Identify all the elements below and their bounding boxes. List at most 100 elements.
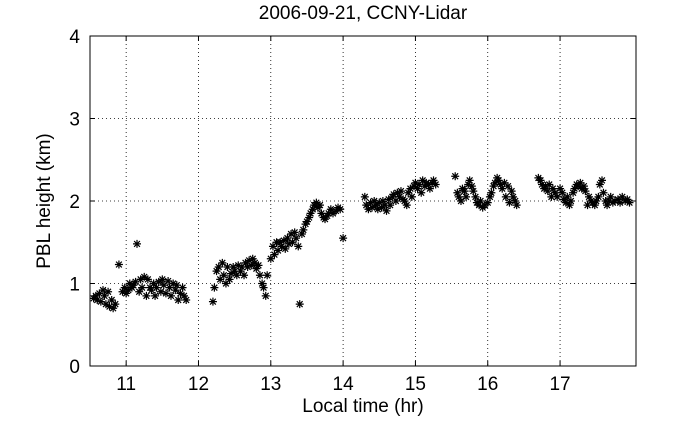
data-point <box>605 197 614 205</box>
data-point <box>294 242 303 251</box>
data-point <box>326 205 335 214</box>
data-point <box>229 263 238 271</box>
data-point <box>377 203 386 212</box>
data-point <box>169 279 178 288</box>
data-point <box>158 275 167 284</box>
data-point <box>212 267 221 276</box>
data-point <box>252 264 261 273</box>
data-point <box>541 182 550 191</box>
data-point <box>295 300 304 309</box>
data-point <box>254 261 263 270</box>
data-point <box>321 215 330 224</box>
data-point <box>415 180 424 189</box>
data-point <box>127 283 136 292</box>
data-point <box>120 283 129 292</box>
data-point <box>91 291 100 300</box>
data-point <box>576 178 585 187</box>
data-point <box>136 275 145 284</box>
data-point <box>306 209 315 218</box>
data-point <box>569 188 578 197</box>
data-point <box>545 180 554 189</box>
data-point <box>565 201 574 210</box>
data-point <box>425 184 434 193</box>
data-point <box>505 198 514 207</box>
data-point <box>339 234 348 243</box>
data-point <box>301 220 310 229</box>
y-tick-label: 1 <box>69 275 80 296</box>
data-point <box>140 272 149 281</box>
data-point <box>263 271 272 280</box>
data-point <box>114 260 123 269</box>
data-point <box>96 297 105 306</box>
data-point <box>180 291 189 300</box>
data-point <box>124 286 133 295</box>
data-point <box>409 182 418 191</box>
data-point <box>393 188 402 197</box>
data-point <box>413 184 422 193</box>
data-point <box>599 188 608 197</box>
data-point <box>118 287 127 296</box>
data-point <box>154 277 163 286</box>
data-point <box>595 180 604 189</box>
data-point <box>223 263 232 271</box>
data-point <box>261 291 270 300</box>
data-point <box>221 279 230 288</box>
data-point <box>161 289 170 298</box>
data-point <box>453 188 462 197</box>
data-point <box>317 209 326 218</box>
data-point <box>227 269 236 278</box>
data-point <box>606 192 615 201</box>
x-tick-label: 17 <box>549 374 570 395</box>
y-tick-label: 3 <box>69 110 80 131</box>
data-point <box>553 192 562 201</box>
data-point <box>149 279 158 288</box>
data-point <box>247 261 256 270</box>
data-point <box>276 238 285 247</box>
data-point <box>454 192 463 201</box>
data-point <box>501 192 510 201</box>
data-point <box>548 184 557 193</box>
data-point <box>559 195 568 204</box>
data-point <box>100 291 109 300</box>
data-point <box>462 192 471 201</box>
data-point <box>494 176 503 185</box>
data-point <box>386 201 395 210</box>
data-point <box>469 187 478 196</box>
y-tick-label: 0 <box>69 357 80 378</box>
data-point <box>625 198 634 207</box>
data-point <box>287 230 296 238</box>
data-point <box>566 197 575 205</box>
data-point <box>536 176 545 185</box>
data-point <box>512 201 521 210</box>
data-point <box>164 277 173 286</box>
data-point <box>574 182 583 191</box>
data-point <box>375 198 384 207</box>
data-point <box>270 250 279 259</box>
data-point <box>400 197 409 205</box>
data-point <box>292 234 301 243</box>
data-point <box>284 239 293 248</box>
data-point <box>151 291 160 300</box>
data-point <box>467 182 476 191</box>
data-point <box>364 205 373 214</box>
data-point <box>174 296 183 304</box>
data-point <box>259 283 268 292</box>
data-point <box>616 198 625 207</box>
data-point <box>500 178 509 187</box>
data-point <box>583 201 592 210</box>
data-point <box>507 187 516 196</box>
data-point <box>268 242 277 251</box>
data-point <box>590 201 599 210</box>
data-point <box>266 254 275 263</box>
data-point <box>218 258 227 267</box>
data-point <box>210 283 219 292</box>
data-point <box>312 198 321 207</box>
data-point <box>396 187 405 196</box>
data-point <box>236 267 245 276</box>
data-point <box>618 192 627 201</box>
data-point <box>255 271 264 280</box>
data-point <box>581 187 590 196</box>
data-point <box>93 296 102 304</box>
data-point <box>366 198 375 207</box>
